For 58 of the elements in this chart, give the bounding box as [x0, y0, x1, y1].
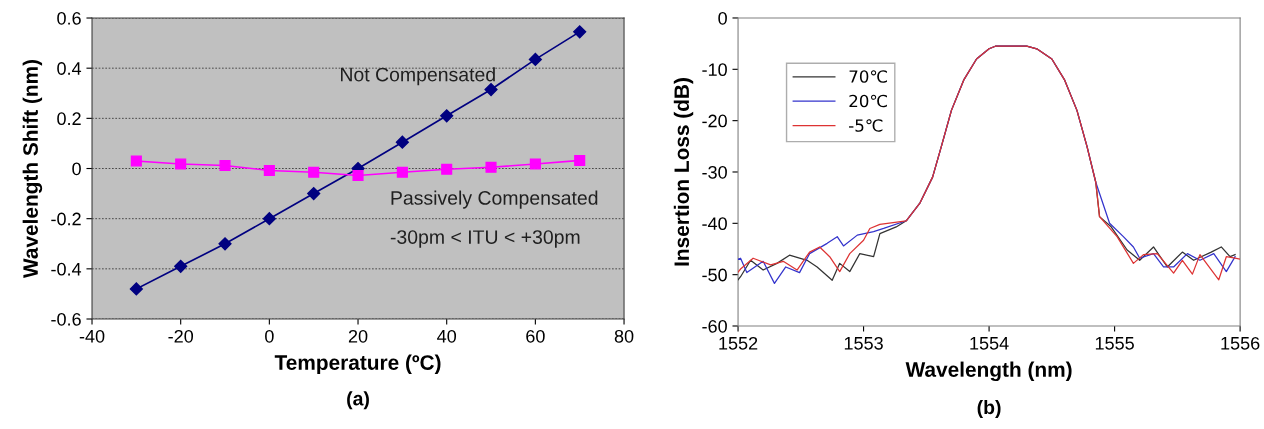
- y-axis-title: Insertion Loss (dB): [673, 78, 694, 266]
- y-tick-label: 0.6: [57, 11, 81, 25]
- x-tick-label: -20: [168, 329, 194, 343]
- point: [219, 159, 231, 172]
- point: [218, 237, 232, 251]
- x-tick-label: 1553: [844, 336, 883, 350]
- point: [308, 166, 320, 178]
- x-tick-label: 1555: [1095, 337, 1134, 350]
- series-label: Passively Compensated: [391, 190, 598, 209]
- point: [174, 259, 188, 273]
- point: [485, 161, 497, 173]
- point: [574, 154, 586, 167]
- x-tick-label: 80: [614, 329, 634, 343]
- y-tick-label: -40: [702, 217, 727, 231]
- y-axis-title: Wavelength Shift (nm): [22, 59, 43, 279]
- y-tick-label: -10: [702, 63, 727, 77]
- point: [573, 25, 587, 39]
- point: [352, 169, 364, 182]
- y-tick-label: 0: [718, 11, 727, 25]
- point: [395, 135, 409, 149]
- point: [263, 164, 275, 177]
- legend-label: -5℃: [849, 119, 883, 132]
- annotation: -30pm < ITU < +30pm: [390, 230, 580, 248]
- x-axis-title: Temperature (ºC): [274, 354, 441, 375]
- y-tick-label: -50: [702, 268, 727, 282]
- point: [129, 282, 143, 296]
- point: [396, 166, 408, 178]
- x-tick-label: 1554: [970, 337, 1009, 350]
- x-tick-label: 1552: [719, 336, 758, 350]
- y-tick-label: -30: [702, 165, 727, 179]
- x-tick-label: 20: [348, 329, 368, 343]
- y-tick-label: -0.6: [51, 312, 81, 326]
- y-tick-label: -0.4: [51, 262, 82, 276]
- point: [529, 158, 541, 170]
- series-label: Not Compensated: [341, 67, 495, 86]
- text: (a): [347, 391, 369, 410]
- point: [262, 212, 276, 226]
- x-tick-label: 40: [437, 329, 457, 343]
- point: [307, 187, 321, 201]
- x-tick-label: 1556: [1221, 336, 1260, 350]
- legend-label: 20℃: [849, 94, 887, 108]
- x-axis-title: Wavelength (nm): [905, 361, 1072, 382]
- y-tick-label: -20: [702, 114, 727, 128]
- legend-label: 70℃: [849, 70, 887, 83]
- x-tick-label: 60: [526, 329, 545, 343]
- y-tick-label: -0.2: [51, 212, 81, 226]
- y-tick-label: 0.4: [57, 62, 82, 75]
- y-tick-label: 0: [72, 162, 81, 176]
- x-tick-label: 0: [265, 329, 274, 343]
- point: [441, 163, 453, 175]
- point: [130, 155, 142, 167]
- point: [175, 158, 187, 170]
- point: [440, 109, 454, 123]
- text: (b): [977, 399, 1001, 419]
- point: [528, 52, 542, 66]
- y-tick-label: -60: [702, 319, 727, 333]
- y-tick-label: 0.2: [57, 112, 81, 126]
- x-tick-label: -40: [79, 329, 105, 343]
